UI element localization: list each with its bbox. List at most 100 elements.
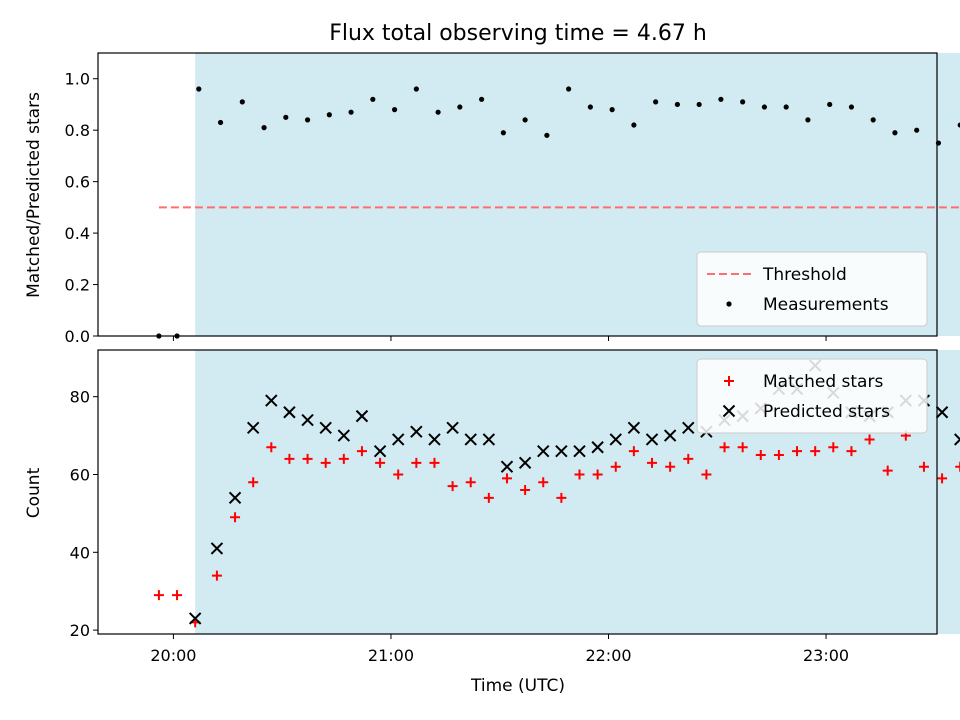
measurement-point <box>718 96 724 102</box>
measurement-point <box>326 112 332 118</box>
measurement-point <box>370 96 376 102</box>
measurement-point <box>544 132 550 138</box>
x-tick-label: 23:00 <box>803 646 849 665</box>
predicted-star-point <box>301 413 314 427</box>
predicted-star-point <box>591 441 604 454</box>
matched-star-point <box>465 477 476 488</box>
y-tick-label: 60 <box>70 465 90 484</box>
ratio-panel: 0.0 0.2 0.4 0.6 0.8 1.0 Threshold Measurements <box>65 52 960 346</box>
measurement-point <box>566 86 572 92</box>
predicted-star-point <box>188 612 202 625</box>
matched-star-point <box>755 450 766 461</box>
measurement-point <box>261 125 267 131</box>
measurement-point <box>239 99 245 105</box>
matched-star-point <box>429 457 440 468</box>
matched-star-point <box>393 469 404 480</box>
legend-measurement-swatch <box>726 301 732 307</box>
measurement-point <box>196 86 202 92</box>
matched-star-point <box>574 469 585 480</box>
measurement-point <box>283 114 289 120</box>
measurement-point <box>740 99 746 105</box>
matched-star-point <box>955 461 960 472</box>
predicted-star-point <box>446 421 459 435</box>
y-tick-label: 0.2 <box>65 276 90 295</box>
y-tick-label: 20 <box>70 621 90 640</box>
measurement-point <box>892 130 898 136</box>
predicted-star-point <box>518 456 532 470</box>
matched-star-point <box>647 457 658 468</box>
y-tick-label: 40 <box>70 543 90 562</box>
predicted-star-point <box>410 425 423 438</box>
measurement-point <box>914 127 920 133</box>
matched-star-point <box>737 442 748 453</box>
measurement-point <box>957 122 960 128</box>
legend-box <box>696 358 928 434</box>
measurement-point <box>827 101 833 108</box>
measurement-point <box>435 109 441 115</box>
legend-matched-swatch <box>724 376 734 386</box>
predicted-star-point <box>355 409 369 423</box>
predicted-star-point <box>935 406 949 419</box>
predicted-star-point <box>482 433 496 446</box>
count-panel: 2040608020:0021:0022:0023:0000:0001:0002… <box>70 349 960 665</box>
plot-frame <box>97 52 938 337</box>
predicted-star-point <box>246 421 260 435</box>
matched-star-point <box>266 442 277 453</box>
predicted-star-point <box>428 433 441 446</box>
measurement-point <box>848 104 855 110</box>
legend-label: Matched stars <box>763 372 883 392</box>
matched-star-point <box>230 512 241 523</box>
predicted-star-point <box>682 421 695 435</box>
measurement-point <box>674 101 680 108</box>
predicted-star-point <box>573 444 586 458</box>
x-axis-label: Time (UTC) <box>470 676 565 696</box>
matched-star-point <box>302 453 313 464</box>
matched-star-point <box>320 457 331 468</box>
matched-star-point <box>172 590 183 601</box>
measurement-point <box>609 107 615 113</box>
matched-star-point <box>810 446 821 457</box>
predicted-star-point <box>283 406 296 419</box>
predicted-star-point <box>210 542 224 555</box>
measurement-point <box>413 86 419 92</box>
measurement-point <box>500 130 506 136</box>
x-tick-label: 22:00 <box>585 646 631 665</box>
matched-star-point <box>284 453 295 464</box>
predicted-star-point <box>537 444 550 458</box>
legend-label: Measurements <box>763 295 889 315</box>
predicted-star-point <box>609 433 622 446</box>
measurement-point <box>631 122 637 128</box>
matched-star-point <box>520 485 531 496</box>
predicted-star-point <box>627 421 641 435</box>
matched-star-point <box>411 457 422 468</box>
measurement-point <box>761 104 768 110</box>
matched-star-point <box>375 457 386 468</box>
matched-star-point <box>556 492 567 503</box>
legend-box <box>696 251 928 327</box>
matched-star-point <box>248 477 259 488</box>
measurement-point <box>805 117 811 123</box>
legend-label: Predicted stars <box>763 402 890 422</box>
matched-star-point <box>356 446 367 457</box>
x-tick-label: 21:00 <box>368 646 414 665</box>
matched-star-point <box>792 446 803 457</box>
matched-star-point <box>918 461 929 472</box>
y-axis-label-ratio: Matched/Predicted stars <box>24 92 44 298</box>
predicted-star-point <box>337 429 351 442</box>
measurement-point <box>391 107 398 113</box>
matched-star-point <box>538 477 549 488</box>
measurement-point <box>696 101 702 108</box>
matched-star-point <box>211 570 222 581</box>
measurement-point <box>870 117 876 123</box>
y-tick-label: 0.6 <box>65 173 90 192</box>
matched-star-point <box>882 465 893 476</box>
matched-star-point <box>592 469 603 480</box>
predicted-star-point <box>645 433 659 446</box>
predicted-star-point <box>228 491 242 505</box>
predicted-star-point <box>500 460 514 473</box>
measurement-point <box>587 104 593 110</box>
plot-frame <box>97 349 938 635</box>
matched-star-point <box>338 453 349 464</box>
matched-star-point <box>628 446 639 457</box>
matched-star-point <box>665 461 676 472</box>
